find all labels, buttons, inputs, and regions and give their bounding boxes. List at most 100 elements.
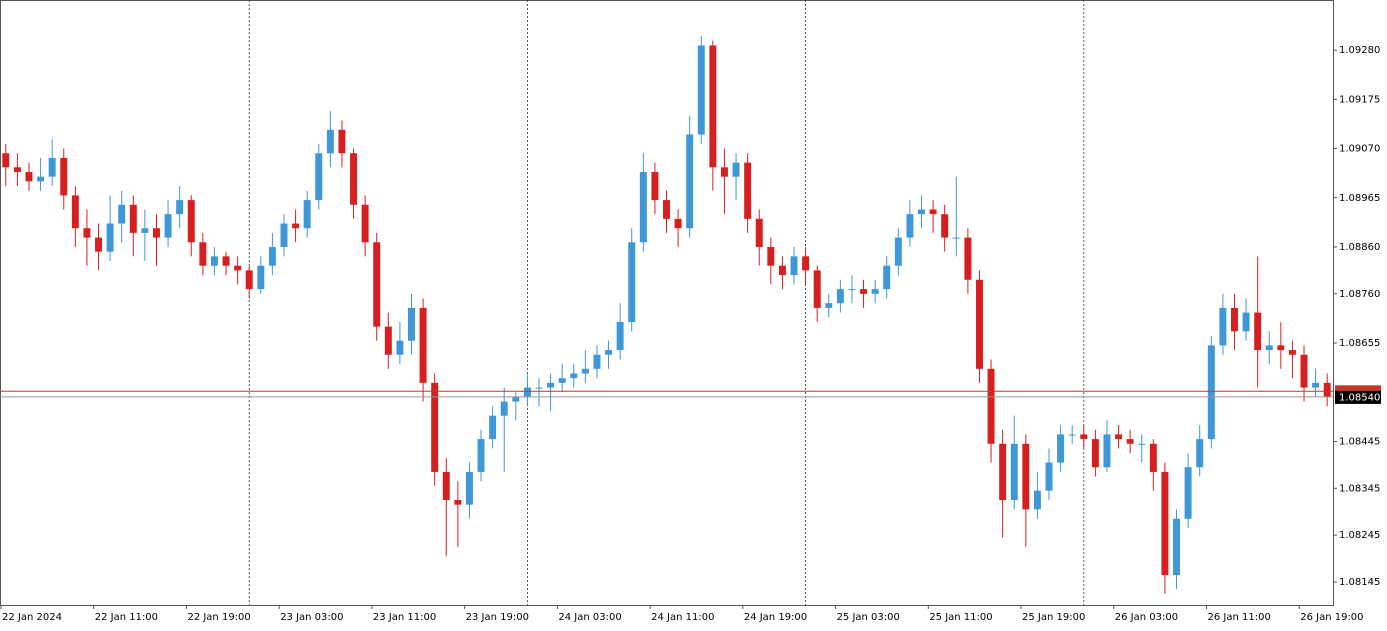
candle-body [106, 223, 114, 252]
candle-body [651, 171, 659, 201]
y-tick-label: 1.08760 [1339, 289, 1380, 300]
candle-body [315, 153, 323, 201]
candle-body [778, 265, 786, 276]
candle-body [465, 471, 473, 505]
candle-body [303, 200, 311, 229]
x-tick-label: 23 Jan 03:00 [280, 612, 343, 623]
candle-body [176, 200, 184, 215]
y-tick-label: 1.08965 [1339, 193, 1380, 204]
candle-body [60, 157, 68, 196]
candle-body [1312, 382, 1320, 388]
candle-body [802, 256, 810, 271]
x-tick-label: 22 Jan 11:00 [95, 612, 158, 623]
candle-body [1230, 307, 1238, 332]
candle-body [118, 204, 126, 224]
candle-body [1254, 312, 1262, 351]
x-tick-label: 24 Jan 19:00 [744, 612, 807, 623]
candle-body [1126, 439, 1134, 444]
candle-body [558, 378, 566, 383]
candle-body [338, 129, 346, 154]
candle-body [326, 129, 334, 154]
candle-body [1265, 345, 1273, 351]
candle-body [245, 270, 253, 290]
candle-body [732, 162, 740, 177]
candle-body [129, 204, 137, 233]
candle-body [210, 256, 218, 266]
x-tick-label: 26 Jan 11:00 [1207, 612, 1270, 623]
candle-body [999, 443, 1007, 501]
candle-body [280, 223, 288, 247]
candle-body [1022, 443, 1030, 510]
candle-body [13, 167, 21, 172]
y-tick-label: 1.09070 [1339, 144, 1380, 155]
bid-label-box [1335, 390, 1381, 404]
candle-body [987, 368, 995, 444]
x-tick-label: 24 Jan 11:00 [651, 612, 714, 623]
candle-body [164, 214, 172, 238]
candle-body [883, 265, 891, 290]
bid-label: 1.08540 [1339, 392, 1380, 403]
candle-body [929, 209, 937, 215]
candle-body [848, 289, 856, 291]
candle-body [292, 223, 300, 229]
x-tick-label: 26 Jan 19:00 [1300, 612, 1363, 623]
candle-body [686, 134, 694, 229]
plot-frame [0, 0, 1334, 606]
candle-body [1045, 462, 1053, 491]
candle-body [1115, 434, 1123, 440]
candle-body [744, 162, 752, 219]
candle-body [639, 171, 647, 243]
candle-body [1138, 443, 1146, 445]
candle-body [1173, 518, 1180, 576]
candle-body [709, 45, 717, 168]
candle-body [268, 246, 276, 266]
candle-body [384, 326, 392, 355]
candle-body [674, 218, 682, 229]
candle-body [1242, 312, 1250, 332]
candle-body [720, 167, 728, 177]
candle-body [477, 439, 485, 472]
y-tick-label: 1.08145 [1339, 577, 1380, 588]
candle-body [906, 214, 914, 238]
candle-body [894, 237, 902, 266]
candle-body [941, 214, 949, 238]
candle-body [454, 500, 462, 505]
y-tick-label: 1.09280 [1339, 45, 1380, 56]
y-tick-label: 1.08345 [1339, 483, 1380, 494]
candle-body [419, 307, 427, 383]
candle-body [361, 204, 369, 243]
candle-body [1300, 354, 1308, 388]
candle-body [396, 340, 404, 355]
y-tick-label: 1.08655 [1339, 338, 1380, 349]
candle-body [1091, 439, 1099, 468]
x-tick-label: 26 Jan 03:00 [1115, 612, 1178, 623]
candle-body [1219, 307, 1227, 346]
candle-body [48, 157, 56, 177]
x-tick-label: 25 Jan 03:00 [837, 612, 900, 623]
candle-body [141, 228, 149, 233]
candle-body [350, 153, 358, 205]
candle-body [535, 387, 543, 389]
candle-body [918, 209, 925, 215]
candle-body [1184, 467, 1192, 519]
candle-body [1277, 345, 1285, 351]
candle-body [442, 471, 450, 501]
candle-body [187, 200, 195, 243]
x-tick-label: 25 Jan 19:00 [1022, 612, 1085, 623]
candle-body [1068, 434, 1076, 436]
candle-body [813, 270, 821, 308]
candle-body [408, 307, 415, 341]
y-tick-label: 1.09175 [1339, 94, 1380, 105]
candle-body [431, 382, 439, 472]
candle-body [1057, 434, 1065, 463]
x-tick-label: 22 Jan 2024 [2, 612, 62, 623]
y-tick-label: 1.08445 [1339, 436, 1380, 447]
x-tick-label: 22 Jan 19:00 [187, 612, 250, 623]
candle-body [605, 350, 613, 355]
candle-body [547, 382, 555, 388]
candle-body [512, 396, 520, 402]
candle-body [1288, 350, 1296, 355]
candle-body [1207, 345, 1215, 440]
candle-body [1196, 439, 1204, 468]
candle-body [199, 242, 207, 266]
